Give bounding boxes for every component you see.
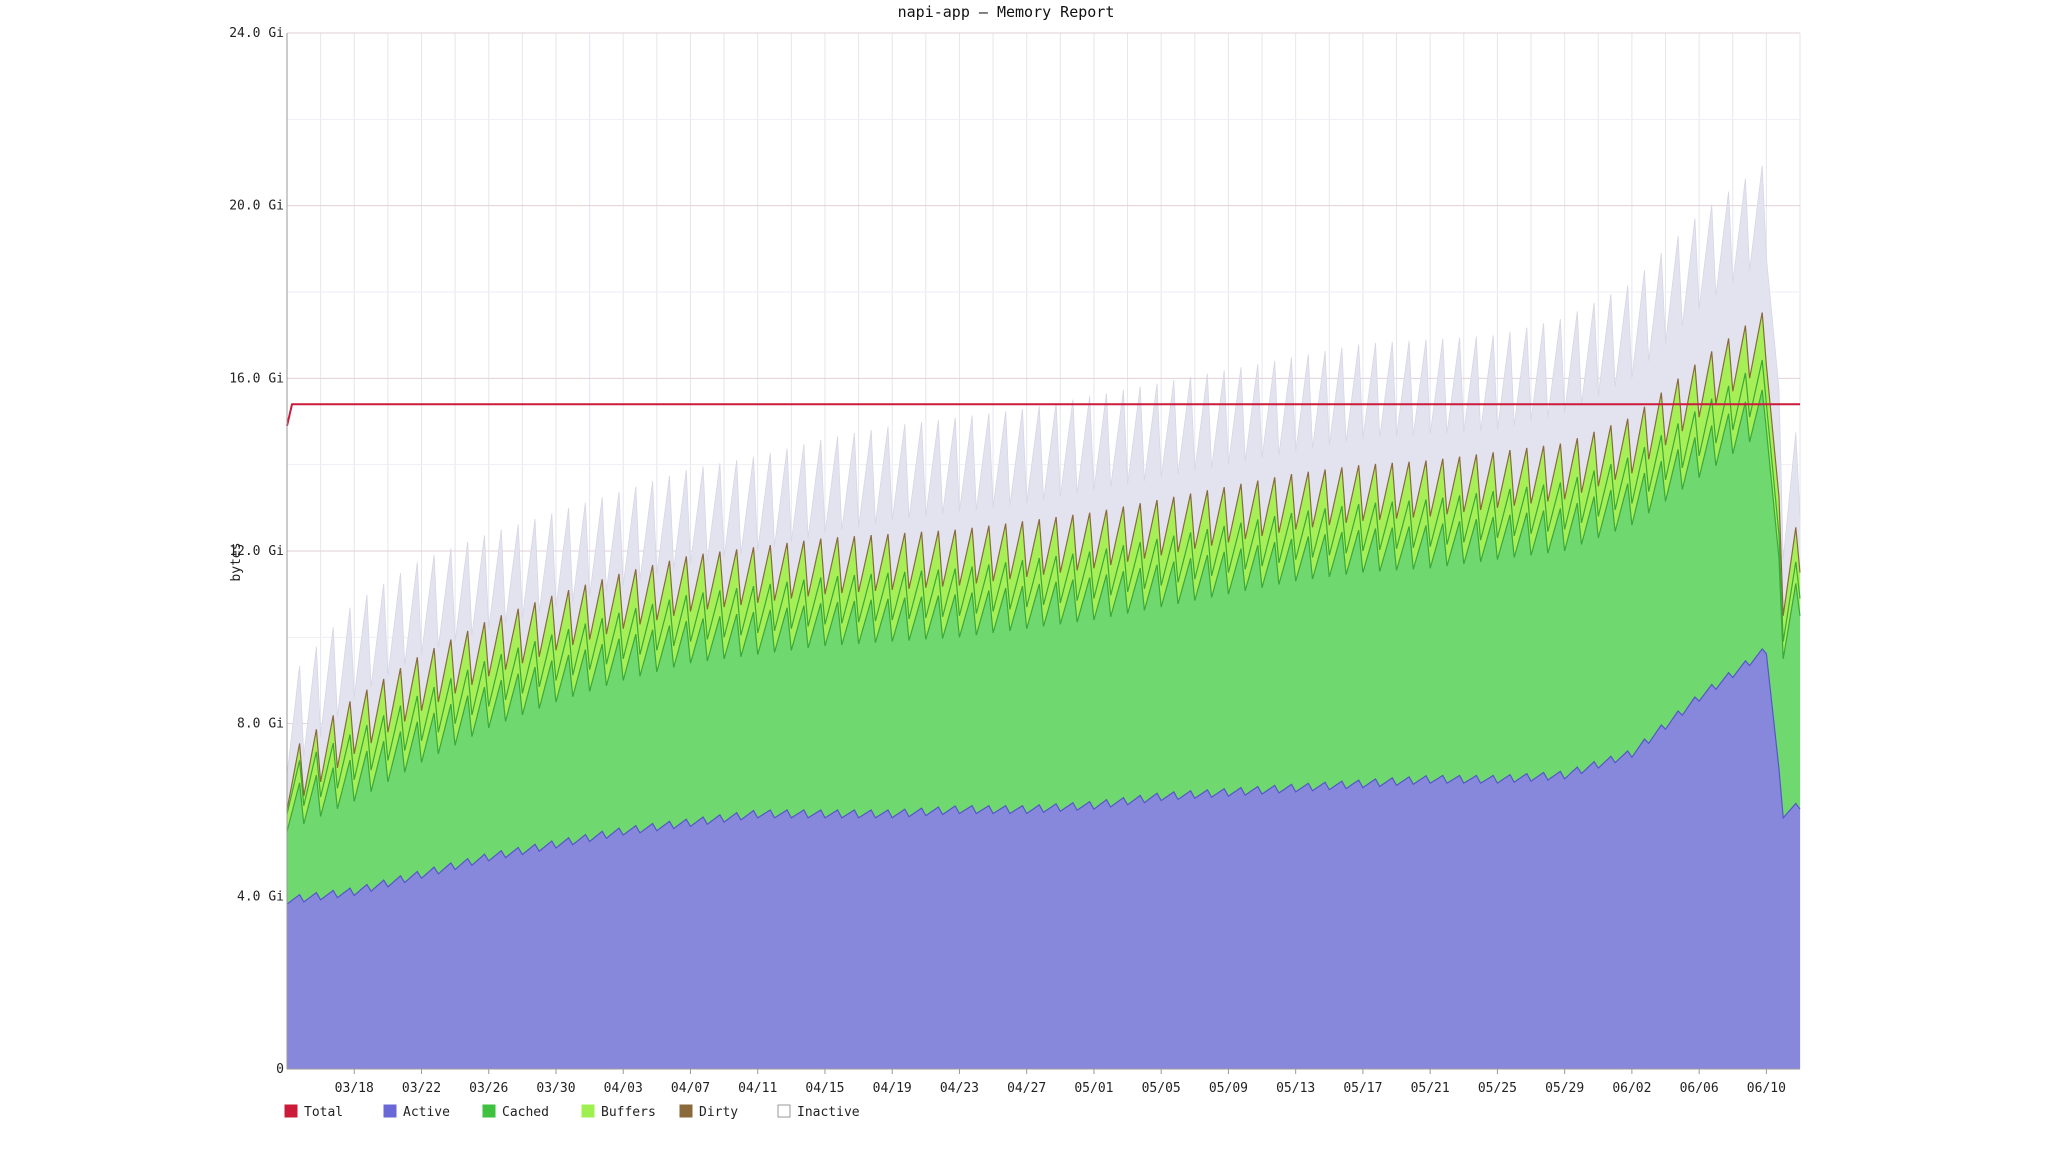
legend-item-dirty: Dirty: [679, 1104, 738, 1120]
legend-label: Buffers: [601, 1105, 656, 1120]
x-tick-label: 04/23: [940, 1081, 979, 1096]
y-tick-label: 20.0 Gi: [229, 199, 284, 214]
y-tick-label: 16.0 Gi: [229, 371, 284, 386]
legend-swatch: [482, 1104, 496, 1118]
x-tick-label: 04/27: [1007, 1081, 1046, 1096]
line-buffers: [286, 359, 1801, 815]
x-tick-label: 06/06: [1680, 1081, 1719, 1096]
legend-swatch: [284, 1104, 298, 1118]
legend-label: Total: [304, 1105, 343, 1120]
x-tick-label: 03/26: [469, 1081, 508, 1096]
stacked-areas: [287, 165, 1800, 1069]
legend-label: Cached: [502, 1105, 549, 1120]
line-inactive: [286, 165, 1801, 776]
legend-label: Active: [403, 1105, 450, 1120]
legend-item-inactive: Inactive: [777, 1104, 860, 1120]
line-dirty: [286, 312, 1801, 811]
legend-label: Inactive: [797, 1105, 860, 1120]
legend: Total Active Cached Buffers Dirty Inactive: [284, 1104, 860, 1120]
line-total: [286, 403, 1800, 427]
x-tick-label: 05/01: [1074, 1081, 1113, 1096]
y-axis-label: bytes: [229, 542, 244, 581]
x-tick-label: 04/11: [738, 1081, 777, 1096]
y-tick-label: 8.0 Gi: [237, 717, 284, 732]
x-tick-label: 03/18: [335, 1081, 374, 1096]
x-tick-label: 04/19: [873, 1081, 912, 1096]
x-tick-label: 04/03: [604, 1081, 643, 1096]
x-tick-label: 06/10: [1747, 1081, 1786, 1096]
axes: 0 4.0 Gi 8.0 Gi 12.0 Gi 16.0 Gi 20.0 Gi 24.0 G…: [229, 26, 1800, 1096]
x-tick-label: 05/13: [1276, 1081, 1315, 1096]
line-active: [286, 647, 1801, 905]
x-tick-label: 04/07: [671, 1081, 710, 1096]
x-tick-label: 05/21: [1411, 1081, 1450, 1096]
legend-swatch: [383, 1104, 397, 1118]
legend-swatch: [581, 1104, 595, 1118]
line-cached: [286, 389, 1801, 832]
y-tick-label: 12.0 Gi: [229, 544, 284, 559]
legend-item-active: Active: [383, 1104, 450, 1120]
legend-item-cached: Cached: [482, 1104, 549, 1120]
x-tick-label: 05/05: [1142, 1081, 1181, 1096]
legend-item-total: Total: [284, 1104, 343, 1120]
legend-swatch: [777, 1104, 791, 1118]
x-tick-label: 05/25: [1478, 1081, 1517, 1096]
legend-swatch: [679, 1104, 693, 1118]
y-tick-label: 0: [276, 1062, 284, 1077]
legend-label: Dirty: [699, 1105, 738, 1120]
x-tick-label: 04/15: [805, 1081, 844, 1096]
x-tick-label: 03/22: [402, 1081, 441, 1096]
y-tick-label: 24.0 Gi: [229, 26, 284, 41]
x-tick-label: 06/02: [1612, 1081, 1651, 1096]
x-tick-label: 05/17: [1343, 1081, 1382, 1096]
legend-item-buffers: Buffers: [581, 1104, 656, 1120]
y-tick-label: 4.0 Gi: [237, 889, 284, 904]
x-tick-label: 03/30: [536, 1081, 575, 1096]
x-tick-label: 05/09: [1209, 1081, 1248, 1096]
chart-title: napi-app — Memory Report: [898, 3, 1115, 21]
area-active: [287, 648, 1800, 1069]
series-lines: [286, 165, 1801, 905]
x-tick-label: 05/29: [1545, 1081, 1584, 1096]
